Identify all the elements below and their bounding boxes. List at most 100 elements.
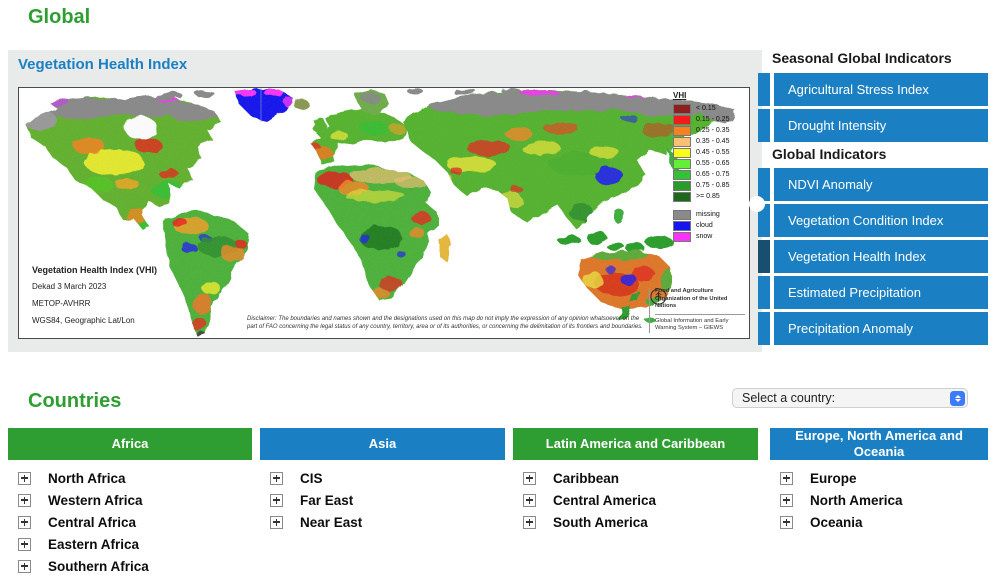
sidebar-item-accent-bar [758, 276, 770, 309]
sidebar-heading-seasonal: Seasonal Global Indicators [772, 50, 952, 66]
region-item-southern-africa[interactable]: Southern Africa [8, 555, 252, 577]
legend-swatch [673, 147, 691, 158]
region-item-western-africa[interactable]: Western Africa [8, 489, 252, 511]
expand-icon[interactable] [270, 471, 283, 485]
expand-icon[interactable] [270, 515, 283, 529]
country-group-africa: Africa North Africa Western Africa Centr… [8, 428, 252, 577]
map-legend: VHI < 0.15 0.15 - 0.25 0.25 - 0.35 0.35 … [673, 91, 747, 242]
sidebar-item-accent-bar [758, 312, 770, 345]
region-item-near-east[interactable]: Near East [260, 511, 505, 533]
sidebar-item-label[interactable]: Agricultural Stress Index [774, 73, 988, 106]
legend-swatch [673, 209, 691, 220]
region-item-eastern-africa[interactable]: Eastern Africa [8, 533, 252, 555]
region-item-far-east[interactable]: Far East [260, 489, 505, 511]
legend-swatch [673, 158, 691, 169]
sidebar-item-label[interactable]: Vegetation Condition Index [774, 204, 988, 237]
map-annotation-dekad: Dekad 3 March 2023 [32, 282, 107, 291]
legend-title: VHI [673, 91, 687, 100]
region-item-central-america[interactable]: Central America [513, 489, 758, 511]
legend-row: 0.15 - 0.25 [673, 114, 747, 125]
map-annotation-sensor: METOP-AVHRR [32, 299, 91, 308]
region-item-north-africa[interactable]: North Africa [8, 467, 252, 489]
select-stepper-icon[interactable] [950, 391, 965, 406]
legend-row: 0.25 - 0.35 [673, 125, 747, 136]
legend-swatch [673, 180, 691, 191]
legend-row: 0.45 - 0.55 [673, 147, 747, 158]
sidebar-item-ndvi-anomaly[interactable]: NDVI Anomaly [758, 168, 988, 201]
sidebar-item-drought-intensity[interactable]: Drought Intensity [758, 109, 988, 142]
sidebar-item-label[interactable]: Drought Intensity [774, 109, 988, 142]
sidebar-collapse-handle[interactable] [749, 196, 765, 212]
region-item-south-america[interactable]: South America [513, 511, 758, 533]
map-title: Vegetation Health Index [18, 56, 188, 73]
country-group-europe-na-oceania: Europe, North America and Oceania Europe… [770, 428, 988, 533]
expand-icon[interactable] [18, 493, 31, 507]
country-group-header: Latin America and Caribbean [513, 428, 758, 460]
legend-swatch [673, 220, 691, 231]
expand-icon[interactable] [18, 537, 31, 551]
legend-row: 0.75 - 0.85 [673, 180, 747, 191]
expand-icon[interactable] [780, 515, 793, 529]
legend-swatch [673, 231, 691, 242]
sidebar-item-label[interactable]: Estimated Precipitation [774, 276, 988, 309]
legend-swatch [673, 169, 691, 180]
map-panel: Vegetation Health Index [8, 50, 762, 352]
world-map-image [27, 88, 735, 336]
map-annotation-projection: WGS84, Geographic Lat/Lon [32, 316, 135, 325]
expand-icon[interactable] [523, 515, 536, 529]
country-group-header: Asia [260, 428, 505, 460]
fao-org-text: Food and Agriculture Organization of the… [655, 288, 728, 310]
sidebar-item-label[interactable]: NDVI Anomaly [774, 168, 988, 201]
expand-icon[interactable] [18, 559, 31, 573]
country-group-header: Europe, North America and Oceania [770, 428, 988, 460]
legend-row: snow [673, 231, 747, 242]
legend-swatch [673, 136, 691, 147]
country-group-latin-america: Latin America and Caribbean Caribbean Ce… [513, 428, 758, 533]
expand-icon[interactable] [780, 493, 793, 507]
expand-icon[interactable] [270, 493, 283, 507]
legend-row: 0.65 - 0.75 [673, 169, 747, 180]
region-item-oceania[interactable]: Oceania [770, 511, 988, 533]
countries-title: Countries [28, 390, 122, 412]
region-item-north-america[interactable]: North America [770, 489, 988, 511]
legend-swatch [673, 103, 691, 114]
sidebar-item-label[interactable]: Vegetation Health Index [774, 240, 988, 273]
legend-swatch [673, 191, 691, 202]
legend-row: cloud [673, 220, 747, 231]
fao-logo-icon [650, 288, 667, 305]
expand-icon[interactable] [523, 493, 536, 507]
sidebar-item-vegetation-condition-index[interactable]: Vegetation Condition Index [758, 204, 988, 237]
sidebar-item-estimated-precipitation[interactable]: Estimated Precipitation [758, 276, 988, 309]
region-item-europe[interactable]: Europe [770, 467, 988, 489]
giews-text: Global Information and Early Warning Sys… [655, 317, 729, 332]
expand-icon[interactable] [18, 515, 31, 529]
legend-swatch [673, 114, 691, 125]
legend-row: 0.55 - 0.65 [673, 158, 747, 169]
region-item-cis[interactable]: CIS [260, 467, 505, 489]
legend-row: < 0.15 [673, 103, 747, 114]
sidebar-item-accent-bar [758, 204, 770, 237]
sidebar-item-vegetation-health-index[interactable]: Vegetation Health Index [758, 240, 988, 273]
sidebar-item-label[interactable]: Precipitation Anomaly [774, 312, 988, 345]
region-item-caribbean[interactable]: Caribbean [513, 467, 758, 489]
country-select[interactable]: Select a country: [732, 388, 968, 408]
map-disclaimer: Disclaimer: The boundaries and names sho… [247, 316, 643, 331]
legend-row: 0.35 - 0.45 [673, 136, 747, 147]
sidebar-item-accent-bar [758, 109, 770, 142]
sidebar-item-agricultural-stress-index[interactable]: Agricultural Stress Index [758, 73, 988, 106]
expand-icon[interactable] [18, 471, 31, 485]
expand-icon[interactable] [780, 471, 793, 485]
fao-block: Food and Agriculture Organization of the… [649, 288, 745, 333]
expand-icon[interactable] [523, 471, 536, 485]
legend-row: >= 0.85 [673, 191, 747, 202]
sidebar-heading-global: Global Indicators [772, 146, 887, 162]
country-group-header: Africa [8, 428, 252, 460]
legend-swatch [673, 125, 691, 136]
sidebar-item-precipitation-anomaly[interactable]: Precipitation Anomaly [758, 312, 988, 345]
sidebar-item-accent-bar [758, 73, 770, 106]
sidebar-item-accent-bar-selected [758, 240, 770, 273]
page-title: Global [28, 6, 91, 28]
region-item-central-africa[interactable]: Central Africa [8, 511, 252, 533]
vhi-world-map: VHI < 0.15 0.15 - 0.25 0.25 - 0.35 0.35 … [18, 87, 750, 339]
